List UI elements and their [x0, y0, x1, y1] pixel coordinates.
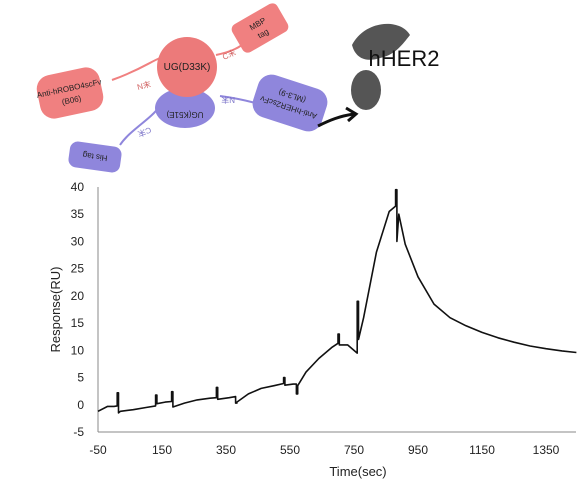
- x-tick-labels: -50 150 350 550 750 950 1150 1350: [89, 443, 559, 457]
- x-tick-label: 350: [216, 443, 236, 457]
- y-tick-label: 10: [71, 343, 85, 357]
- domain-label: UG(K51E): [166, 110, 203, 119]
- y-tick-label: 5: [77, 371, 84, 385]
- x-axis-label: Time(sec): [329, 464, 386, 479]
- protein-diagram: Anti-hROBO4scFv (B06) UG(K51E) UG(D33K) …: [36, 3, 440, 173]
- domain-label: His tag: [82, 150, 108, 162]
- target-label: hHER2: [369, 46, 440, 71]
- y-tick-label: 25: [71, 262, 85, 276]
- binding-arrowhead: [345, 106, 359, 123]
- y-tick-label: 30: [71, 234, 85, 248]
- target-lobe-lower: [351, 70, 381, 110]
- x-tick-label: 1350: [533, 443, 560, 457]
- domain-sublabel: (B06): [61, 94, 82, 107]
- y-tick-labels: -5 0 5 10 15 20 25 30 35 40: [71, 180, 85, 439]
- target-lobe-upper: [352, 23, 410, 60]
- ug-k51e-domain: UG(K51E): [155, 88, 215, 128]
- x-tick-label: 550: [280, 443, 300, 457]
- anti-hher2-scfv-domain: Anti-hHER2scFv (ML3-9): [252, 74, 328, 132]
- y-tick-label: 40: [71, 180, 85, 194]
- y-tick-label: 0: [77, 398, 84, 412]
- mbp-tag-domain: MBP tag: [231, 3, 289, 53]
- domain-shape: [36, 67, 104, 119]
- anti-hrobo4-scfv-domain: Anti-hROBO4scFv (B06): [36, 67, 104, 119]
- x-tick-label: -50: [89, 443, 107, 457]
- series-line: [97, 188, 577, 414]
- x-tick-label: 750: [344, 443, 364, 457]
- domain-label: UG(D33K): [164, 62, 211, 73]
- y-tick-label: 35: [71, 207, 85, 221]
- linker-label: C末: [136, 125, 152, 139]
- y-axis-label: Response(RU): [48, 267, 63, 353]
- y-tick-label: 15: [71, 316, 85, 330]
- domain-shape: [157, 37, 217, 97]
- domain-shape: [252, 74, 328, 132]
- y-tick-label: -5: [73, 425, 84, 439]
- domain-shape: [68, 141, 122, 173]
- ug-d33k-domain: UG(D33K): [157, 37, 217, 97]
- hher2-target: hHER2: [351, 23, 440, 110]
- binding-arrow: [317, 112, 355, 128]
- y-tick-label: 20: [71, 289, 85, 303]
- domain-shape: [231, 3, 289, 53]
- his-tag-domain: His tag: [68, 141, 122, 173]
- x-tick-label: 1150: [469, 443, 495, 457]
- linker-label: N末: [221, 95, 235, 105]
- linker-label: N末: [136, 79, 152, 92]
- domain-shape: [155, 88, 215, 128]
- x-tick-label: 150: [152, 443, 172, 457]
- x-tick-label: 950: [408, 443, 428, 457]
